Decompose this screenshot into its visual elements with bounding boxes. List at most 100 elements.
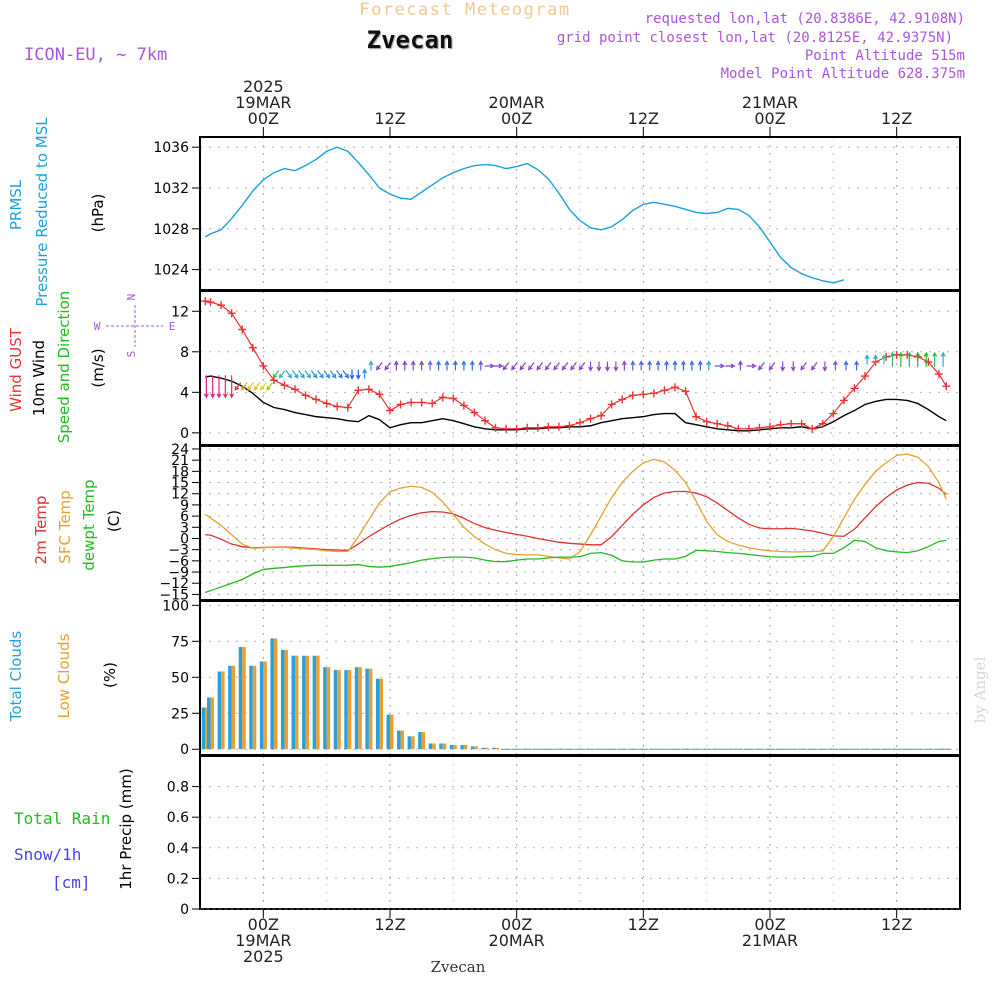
precip-ytick-label: 0.6	[167, 810, 189, 826]
temperature-ytick-label: −9	[168, 565, 189, 581]
wind-arrow	[672, 360, 678, 371]
temperature-ytick-label: 24	[171, 442, 189, 458]
gust-marker	[470, 408, 479, 417]
bottom-axis-label: 00Z	[248, 915, 279, 934]
wind-arrow	[790, 361, 796, 372]
wind-panel: 0 4 8 12	[171, 290, 961, 446]
low-cloud-bar	[263, 661, 267, 750]
temperature-ytick-label: 0	[180, 531, 189, 547]
wind-ytick-label: 12	[171, 304, 189, 320]
temperature-ytick-label: 18	[171, 464, 189, 480]
precip-ytick-label: 0.8	[167, 780, 189, 796]
wind-arrow	[493, 363, 504, 369]
temperature-ytick-label: 6	[180, 509, 189, 525]
low-cloud-bar	[390, 714, 394, 750]
wind-arrow	[881, 354, 887, 365]
wind-arrow	[605, 361, 610, 372]
pressure-ytick-label: 1028	[153, 222, 189, 238]
low-cloud-bar	[379, 678, 383, 750]
gust-marker	[312, 395, 321, 404]
low-cloud-bar	[485, 747, 489, 750]
gust-marker	[723, 421, 732, 430]
gust-marker	[586, 414, 595, 423]
gust-marker	[523, 423, 532, 432]
wind-speed-dir-label: Speed and Direction	[55, 291, 73, 444]
total-cloud-bar	[418, 731, 422, 750]
top-axis-label: 20MAR	[489, 93, 545, 112]
total-cloud-bar	[270, 638, 274, 750]
wind-arrow	[272, 370, 280, 379]
gust-marker	[544, 422, 553, 431]
clouds-ytick-label: 0	[180, 742, 189, 758]
gust-marker	[787, 419, 796, 428]
gust-marker	[649, 389, 658, 398]
gust-marker	[734, 424, 743, 433]
gust-marker	[217, 301, 226, 310]
gust-marker	[766, 422, 774, 431]
gust-marker	[364, 385, 373, 394]
total-cloud-bar	[312, 655, 317, 750]
low-cloud-bar	[210, 697, 215, 750]
temperature-ytick-label: 15	[171, 476, 189, 492]
dewpt-line	[205, 539, 947, 594]
total-cloud-bar	[492, 747, 496, 750]
total-cloud-bar	[397, 730, 401, 750]
total-cloud-bar	[259, 661, 264, 750]
wind-arrow	[402, 360, 408, 371]
temp-unit-label: (C)	[105, 510, 123, 532]
gust-marker	[248, 343, 257, 352]
wind-arrow	[780, 361, 786, 372]
low-cloud-bar	[421, 731, 426, 750]
precip-axis-label: 1hr Precip (mm)	[117, 768, 135, 889]
gust-marker	[481, 416, 489, 425]
location-title: Zvecan	[367, 26, 454, 54]
wind-arrow	[210, 375, 216, 399]
gust-marker	[554, 422, 563, 431]
prmsl-label: PRMSL	[7, 179, 25, 230]
wind-arrow	[285, 370, 293, 379]
wind-gust-label: Wind GUST	[7, 327, 25, 412]
wind-arrow	[898, 351, 904, 367]
wind-arrow	[393, 360, 399, 371]
top-axis-label: 12Z	[374, 109, 405, 128]
gust-marker	[438, 393, 447, 402]
total-cloud-bar	[238, 647, 243, 750]
total-cloud-bar	[354, 667, 359, 750]
clouds-ytick-label: 25	[171, 706, 189, 722]
wind-arrow	[349, 369, 355, 380]
total-rain-label: Total Rain	[14, 809, 110, 828]
low-cloud-bar	[368, 668, 373, 750]
wind-arrow	[511, 362, 518, 371]
gust-marker	[459, 401, 468, 410]
gust-marker	[565, 421, 574, 430]
wind-arrow	[843, 360, 849, 371]
wind-arrow	[216, 375, 222, 399]
bottom-axis-label: 19MAR	[235, 931, 291, 950]
total-cloud-bar	[228, 665, 232, 750]
wind-arrow	[240, 382, 248, 391]
wind-arrow	[544, 362, 552, 371]
low-clouds-label: Low Clouds	[55, 633, 73, 718]
gust-marker	[259, 361, 268, 370]
wind-arrow	[854, 360, 859, 371]
point-altitude: Point Altitude 515m	[805, 48, 965, 64]
wind-arrow	[453, 360, 458, 371]
pressure-unit-label: (hPa)	[89, 194, 107, 233]
wind-arrow	[923, 351, 929, 367]
clouds-ytick-label: 100	[162, 598, 189, 614]
low-cloud-bar	[252, 665, 257, 750]
total-cloud-bar	[428, 743, 433, 750]
wind-arrow	[304, 370, 312, 379]
wind-arrow	[329, 370, 337, 379]
precip-panel: 0 0.2 0.4 0.6 0.8	[167, 755, 961, 918]
wind-arrow	[697, 360, 703, 371]
wind-arrow	[502, 362, 510, 371]
pressure-msl-label: Pressure Reduced to MSL	[33, 117, 51, 307]
compass-south: S	[125, 351, 138, 358]
top-axis-label: 00Z	[248, 109, 279, 128]
wind-arrow	[203, 375, 209, 399]
wind-10m-label: 10m Wind	[30, 340, 48, 416]
top-axis-label: 00Z	[754, 109, 785, 128]
wind-arrow	[310, 370, 318, 379]
wind-arrow	[932, 351, 938, 367]
